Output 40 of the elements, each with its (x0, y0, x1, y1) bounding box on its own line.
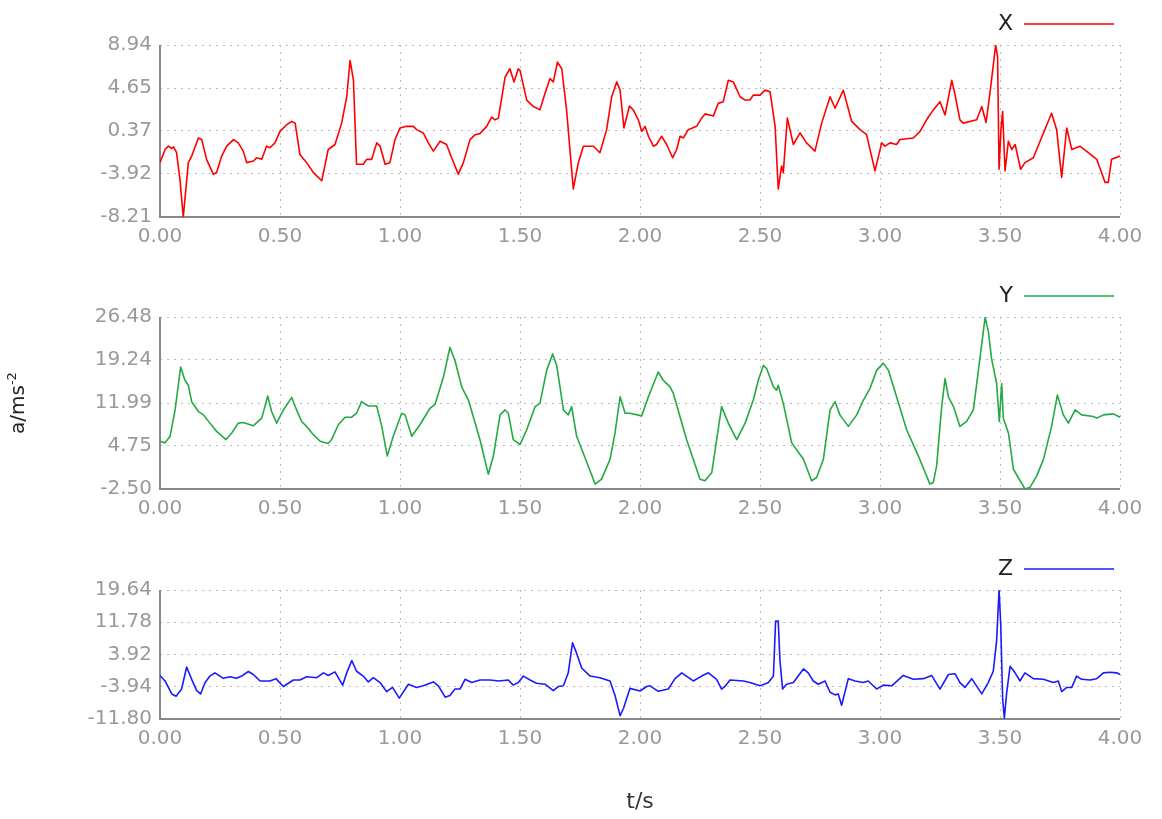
legend-label: Z (997, 554, 1013, 580)
y-tick-label: 4.65 (107, 74, 152, 99)
x-tick-label: 1.00 (377, 495, 423, 520)
y-tick-label: 11.99 (94, 389, 152, 414)
x-tick-label: 0.50 (257, 725, 303, 750)
x-tick-label: 4.00 (1097, 495, 1143, 520)
x-axis-title: t/s (626, 787, 654, 813)
x-tick-label: 1.50 (497, 725, 543, 750)
x-tick-label: 1.00 (377, 725, 423, 750)
x-tick-label: 1.50 (497, 223, 543, 248)
y-tick-label: 19.64 (94, 576, 152, 601)
y-tick-label: -3.94 (100, 672, 152, 697)
y-tick-label: 8.94 (107, 31, 152, 56)
x-tick-label: 2.50 (737, 223, 783, 248)
x-tick-label: 2.50 (737, 725, 783, 750)
x-tick-label: 3.00 (857, 495, 903, 520)
x-tick-label: 1.50 (497, 495, 543, 520)
legend-label: X (997, 9, 1013, 35)
x-tick-label: 3.50 (977, 223, 1023, 248)
x-tick-label: 3.50 (977, 495, 1023, 520)
y-tick-label: 11.78 (94, 608, 152, 633)
x-tick-label: 1.00 (377, 223, 423, 248)
x-tick-label: 3.00 (857, 725, 903, 750)
x-tick-label: 2.50 (737, 495, 783, 520)
y-tick-label: 26.48 (94, 303, 152, 328)
x-tick-label: 2.00 (617, 495, 663, 520)
y-tick-label: 4.75 (107, 432, 152, 457)
y-tick-label: 19.24 (94, 346, 152, 371)
x-tick-label: 4.00 (1097, 725, 1143, 750)
x-tick-label: 2.00 (617, 223, 663, 248)
y-tick-label: 0.37 (107, 117, 152, 142)
x-tick-label: 4.00 (1097, 223, 1143, 248)
legend-label: Y (998, 281, 1014, 307)
y-tick-label: -3.92 (100, 160, 152, 185)
x-tick-label: 3.00 (857, 223, 903, 248)
x-tick-label: 3.50 (977, 725, 1023, 750)
y-tick-label: 3.92 (107, 640, 152, 665)
x-tick-label: 0.50 (257, 223, 303, 248)
x-tick-label: 2.00 (617, 725, 663, 750)
x-tick-label: 0.50 (257, 495, 303, 520)
